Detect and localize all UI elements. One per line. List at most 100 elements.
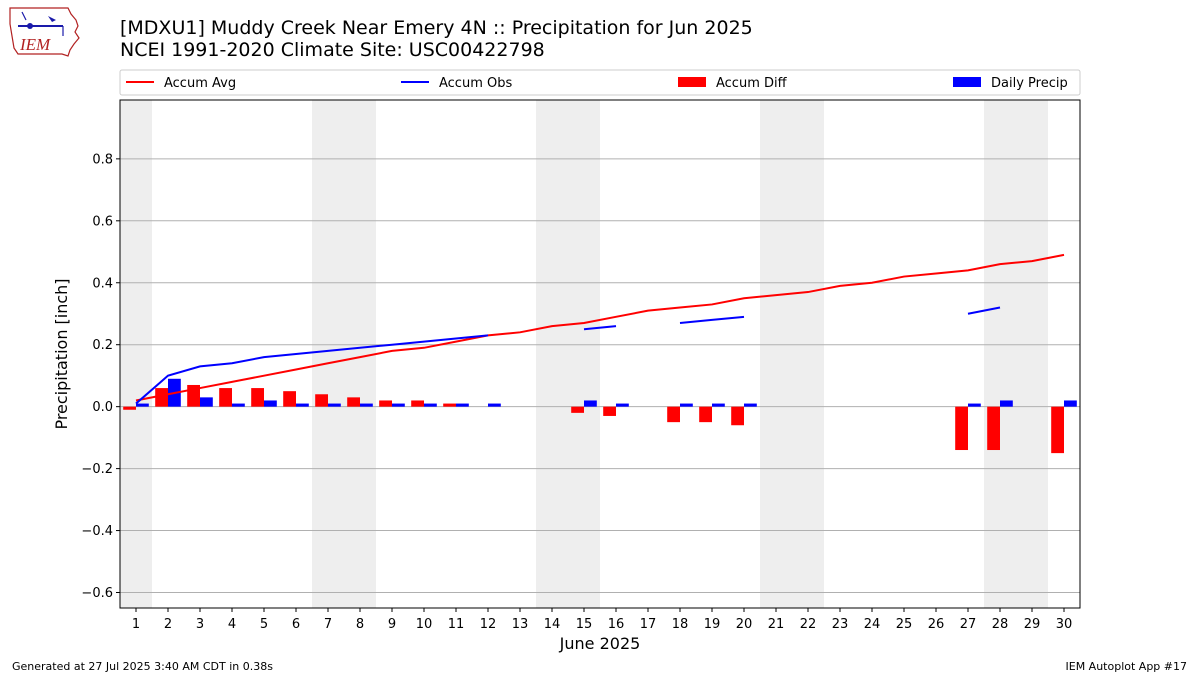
legend-box [119,69,1081,96]
accum-diff-bar [315,394,328,407]
x-tick-label: 9 [388,617,396,632]
footer-app-label: IEM Autoplot App #17 [1065,660,1188,673]
accum-diff-bar [667,406,680,423]
accum-diff-bar [955,406,968,451]
accum-diff-bar [155,388,168,407]
y-axis-label: Precipitation [inch] [52,278,71,429]
accum-diff-bar [219,388,232,407]
x-tick-label: 10 [416,617,433,632]
accum-diff-bar [411,400,424,407]
daily-precip-bar [264,400,277,407]
x-tick-label: 14 [544,617,561,632]
accum-diff-bar [987,406,1000,451]
x-tick-label: 24 [864,617,881,632]
y-tick-label: 0.4 [92,276,113,291]
x-axis-ticks: 1 2 3 4 5 6 7 8 9 10 11 12 13 14 15 16 17 18 19 20 21 22 23 24 2… [132,608,1072,632]
accum-diff-bar [283,391,296,407]
accum-diff-bar [603,406,616,416]
lines-layer [135,253,1065,405]
weekend-band [760,100,824,608]
daily-precip-bar [232,403,245,407]
y-tick-label: −0.4 [81,524,113,539]
daily-precip-bar [616,403,629,407]
daily-precip-bar [680,403,693,407]
accum-diff-bar [443,403,456,407]
legend: Accum Avg Accum Obs Accum Diff Daily Precip [119,69,1081,96]
weekend-band [536,100,600,608]
weekend-band [312,100,376,608]
chart-title: [MDXU1] Muddy Creek Near Emery 4N :: Pre… [120,17,753,39]
x-tick-label: 22 [800,617,817,632]
daily-precip-bar [968,403,981,407]
accum-obs-line [583,325,617,331]
x-tick-label: 28 [992,617,1009,632]
y-axis-ticks: −0.6 −0.4 −0.2 0.0 0.2 0.4 0.6 0.8 [81,152,120,601]
weekend-shading [120,100,1048,608]
x-tick-label: 11 [448,617,465,632]
x-tick-label: 12 [480,617,497,632]
x-tick-label: 4 [228,617,236,632]
accum-diff-bar [379,400,392,407]
daily-precip-bar [296,403,309,407]
x-tick-label: 30 [1056,617,1073,632]
daily-precip-bar [200,397,213,407]
daily-precip-bar [328,403,341,407]
x-tick-label: 15 [576,617,593,632]
accum-diff-bar [699,406,712,423]
daily-precip-bar [584,400,597,407]
daily-precip-bar [424,403,437,407]
legend-bar-swatch [678,77,706,87]
accum-diff-bar [571,406,584,413]
daily-precip-bar [744,403,757,407]
x-tick-label: 25 [896,617,913,632]
plot-frame [119,99,1081,609]
x-tick-label: 17 [640,617,657,632]
x-tick-label: 8 [356,617,364,632]
accum-avg-line [135,253,1065,402]
x-tick-label: 23 [832,617,849,632]
accum-diff-bar [1051,406,1064,454]
x-tick-label: 3 [196,617,204,632]
footer-generated-text: Generated at 27 Jul 2025 3:40 AM CDT in … [12,660,273,673]
accum-diff-bar [251,388,264,407]
x-tick-label: 21 [768,617,785,632]
weekend-band [984,100,1048,608]
daily-precip-bar [488,403,501,407]
accum-diff-bar [347,397,360,407]
x-tick-label: 5 [260,617,268,632]
x-tick-label: 2 [164,617,172,632]
y-tick-label: 0.0 [92,400,113,415]
iem-logo: IEM [8,6,82,62]
svg-text:IEM: IEM [19,35,51,54]
daily-precip-bar [1000,400,1013,407]
accum-diff-bar [123,406,136,410]
daily-precip-bar [392,403,405,407]
x-tick-label: 16 [608,617,625,632]
x-tick-label: 7 [324,617,332,632]
bars-layer [123,378,1077,454]
y-tick-label: −0.2 [81,462,113,477]
daily-precip-bar [1064,400,1077,407]
x-tick-label: 20 [736,617,753,632]
accum-obs-line [679,315,745,325]
accum-obs-line [967,306,1001,315]
x-tick-label: 1 [132,617,140,632]
daily-precip-bar [136,403,149,407]
x-tick-label: 27 [960,617,977,632]
daily-precip-bar [456,403,469,407]
x-tick-label: 29 [1024,617,1041,632]
y-gridlines [120,158,1080,594]
x-tick-label: 19 [704,617,721,632]
weekend-band [120,100,152,608]
legend-label: Daily Precip [991,76,1068,91]
x-tick-label: 6 [292,617,300,632]
x-tick-label: 18 [672,617,689,632]
accum-diff-bar [731,406,744,426]
y-tick-label: −0.6 [81,586,113,601]
y-tick-label: 0.8 [92,152,113,167]
legend-bar-swatch [953,77,981,87]
legend-label: Accum Avg [164,76,236,91]
y-tick-label: 0.6 [92,214,113,229]
y-tick-label: 0.2 [92,338,113,353]
